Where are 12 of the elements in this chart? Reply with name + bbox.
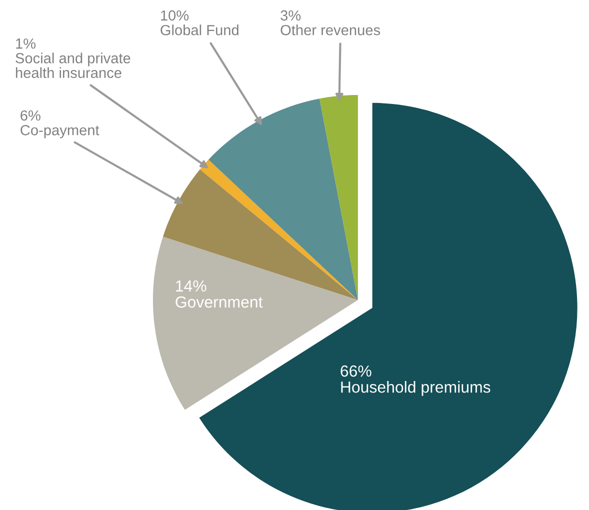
- slice-label: Household premiums: [341, 381, 490, 396]
- data-label: 14%: [176, 280, 206, 292]
- data-label: 10%: [161, 10, 189, 21]
- data-label: 6%: [20, 110, 40, 121]
- slice-label: Co-payment: [20, 124, 100, 138]
- data-label: 3%: [280, 10, 301, 21]
- slice-label: Global Fund: [160, 24, 238, 36]
- slice-label: Other revenues: [280, 24, 380, 36]
- slice-label: Government: [176, 296, 263, 308]
- data-label: 1%: [16, 38, 36, 49]
- slice-label: Social and private health insurance: [16, 52, 130, 78]
- data-label: 66%: [340, 365, 372, 377]
